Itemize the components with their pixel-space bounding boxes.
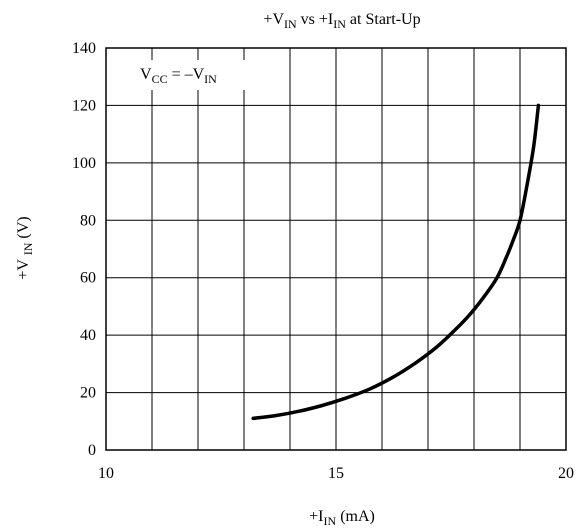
y-tick-label: 140 bbox=[72, 40, 96, 57]
plot-frame bbox=[105, 47, 567, 451]
vcc-annotation: VCC = –VIN bbox=[140, 66, 217, 86]
y-tick-label: 120 bbox=[72, 97, 96, 114]
annotation-background bbox=[136, 60, 254, 90]
y-tick-label: 20 bbox=[80, 385, 96, 402]
grid bbox=[105, 47, 567, 451]
y-tick-label: 60 bbox=[80, 270, 96, 287]
series-layer bbox=[251, 103, 541, 421]
tick-labels: 10 15 20 0 20 40 60 80 100 120 140 bbox=[72, 40, 574, 482]
y-axis-label: +V IN (V) bbox=[15, 216, 35, 279]
x-axis-label: +IIN (mA) bbox=[309, 508, 375, 528]
y-tick-label: 80 bbox=[80, 212, 96, 229]
x-tick-label: 20 bbox=[558, 465, 574, 482]
y-tick-label: 100 bbox=[72, 155, 96, 172]
axes bbox=[105, 47, 567, 451]
x-tick-label: 10 bbox=[98, 465, 114, 482]
chart-title: +VIN vs +IIN at Start-Up bbox=[263, 11, 420, 31]
y-tick-label: 0 bbox=[88, 442, 96, 459]
series-line bbox=[251, 103, 541, 421]
x-tick-label: 15 bbox=[328, 465, 344, 482]
y-tick-label: 40 bbox=[80, 327, 96, 344]
